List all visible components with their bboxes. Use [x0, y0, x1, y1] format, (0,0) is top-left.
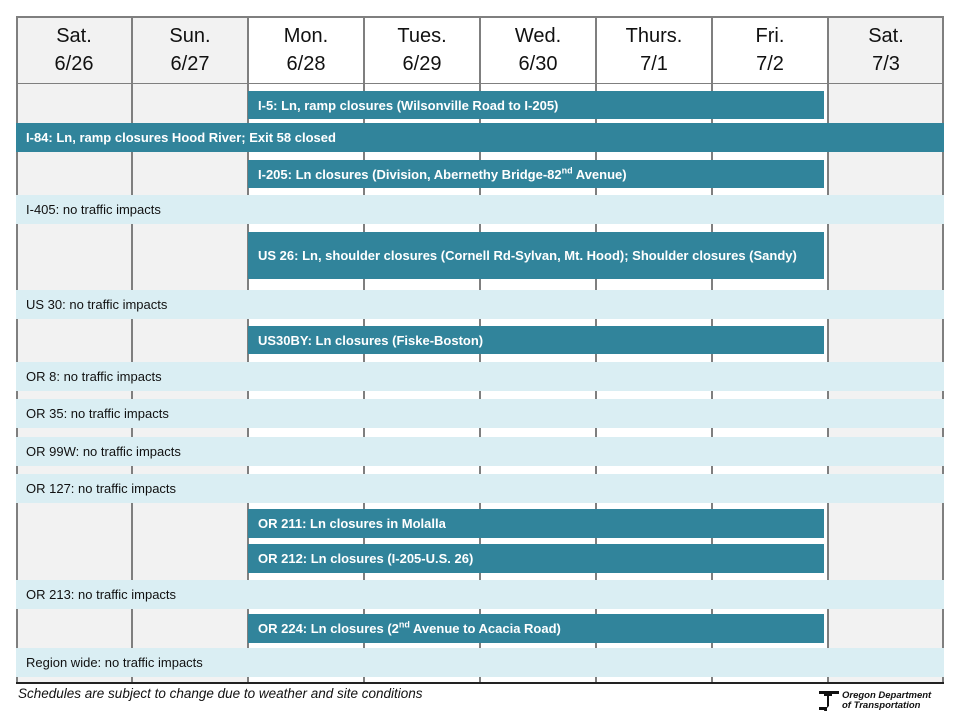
day-date: 6/30: [518, 52, 558, 75]
day-header: Sat. 6/26: [16, 16, 132, 83]
no-impact-bar-region-wide: Region wide: no traffic impacts: [16, 648, 944, 677]
day-header: Sat. 7/3: [828, 16, 944, 83]
closure-label: I-205: Ln closures (Division, Abernethy …: [258, 165, 627, 182]
closure-label: I-5: Ln, ramp closures (Wilsonville Road…: [258, 97, 559, 113]
day-name: Sun.: [169, 24, 211, 47]
closure-label: OR 224: Ln closures (2nd Avenue to Acaci…: [258, 619, 561, 636]
no-impact-bar-or213: OR 213: no traffic impacts: [16, 580, 944, 609]
closure-bar-i84: I-84: Ln, ramp closures Hood River; Exit…: [16, 123, 944, 152]
day-header: Mon. 6/28: [248, 16, 364, 83]
grid-line: [16, 16, 944, 18]
closure-bar-or224: OR 224: Ln closures (2nd Avenue to Acaci…: [248, 614, 824, 643]
no-impact-label: OR 127: no traffic impacts: [26, 481, 177, 496]
closure-bar-or211: OR 211: Ln closures in Molalla: [248, 509, 824, 538]
header-divider: [16, 83, 944, 84]
day-name: Thurs.: [625, 24, 683, 47]
day-date: 7/2: [756, 52, 784, 75]
no-impact-label: US 30: no traffic impacts: [26, 297, 168, 312]
grid-line: [16, 16, 18, 683]
closure-label: US 26: Ln, shoulder closures (Cornell Rd…: [258, 248, 797, 263]
day-name: Fri.: [755, 24, 785, 47]
grid-line: [827, 16, 829, 683]
weekly-closure-calendar: Sat. 6/26 Sun. 6/27 Mon. 6/28 Tues. 6/29…: [16, 16, 944, 684]
day-name: Tues.: [397, 24, 447, 47]
day-header: Thurs. 7/1: [596, 16, 712, 83]
no-impact-bar-or35: OR 35: no traffic impacts: [16, 399, 944, 428]
closure-label: US30BY: Ln closures (Fiske-Boston): [258, 332, 484, 348]
closure-label: OR 211: Ln closures in Molalla: [258, 516, 446, 531]
closure-bar-i205: I-205: Ln closures (Division, Abernethy …: [248, 160, 824, 188]
day-name: Mon.: [283, 24, 329, 47]
day-date: 7/1: [640, 52, 668, 75]
no-impact-bar-or127: OR 127: no traffic impacts: [16, 474, 944, 503]
closure-bar-i5: I-5: Ln, ramp closures (Wilsonville Road…: [248, 91, 824, 119]
day-name: Wed.: [514, 24, 562, 47]
day-date: 7/3: [872, 52, 900, 75]
day-header: Wed. 6/30: [480, 16, 596, 83]
odot-logo: Oregon Department of Transportation: [818, 690, 931, 712]
day-name: Sat.: [56, 24, 92, 47]
no-impact-label: OR 35: no traffic impacts: [26, 406, 169, 421]
closure-bar-or212: OR 212: Ln closures (I-205-U.S. 26): [248, 544, 824, 573]
grid-line: [942, 16, 944, 683]
no-impact-bar-or8: OR 8: no traffic impacts: [16, 362, 944, 391]
no-impact-label: Region wide: no traffic impacts: [26, 655, 203, 670]
day-date: 6/28: [286, 52, 326, 75]
closure-bar-us30by: US30BY: Ln closures (Fiske-Boston): [248, 326, 824, 354]
no-impact-bar-us30: US 30: no traffic impacts: [16, 290, 944, 319]
day-date: 6/29: [402, 52, 442, 75]
closure-label: I-84: Ln, ramp closures Hood River; Exit…: [26, 130, 336, 145]
day-header: Fri. 7/2: [712, 16, 828, 83]
no-impact-bar-i405: I-405: no traffic impacts: [16, 195, 944, 224]
closure-label: OR 212: Ln closures (I-205-U.S. 26): [258, 551, 474, 566]
day-header: Tues. 6/29: [364, 16, 480, 83]
grid-line: [16, 682, 944, 684]
closure-bar-us26: US 26: Ln, shoulder closures (Cornell Rd…: [248, 232, 824, 279]
day-date: 6/27: [170, 52, 210, 75]
no-impact-label: OR 8: no traffic impacts: [26, 369, 162, 384]
day-date: 6/26: [54, 52, 94, 75]
odot-logo-icon: [819, 691, 839, 711]
odot-logo-text: Oregon Department of Transportation: [842, 690, 932, 711]
no-impact-label: OR 213: no traffic impacts: [26, 587, 177, 602]
grid-line: [131, 16, 133, 683]
no-impact-bar-or99w: OR 99W: no traffic impacts: [16, 437, 944, 466]
no-impact-label: OR 99W: no traffic impacts: [26, 444, 181, 459]
day-name: Sat.: [868, 24, 904, 47]
no-impact-label: I-405: no traffic impacts: [26, 202, 161, 217]
day-header: Sun. 6/27: [132, 16, 248, 83]
schedule-disclaimer: Schedules are subject to change due to w…: [18, 686, 423, 701]
